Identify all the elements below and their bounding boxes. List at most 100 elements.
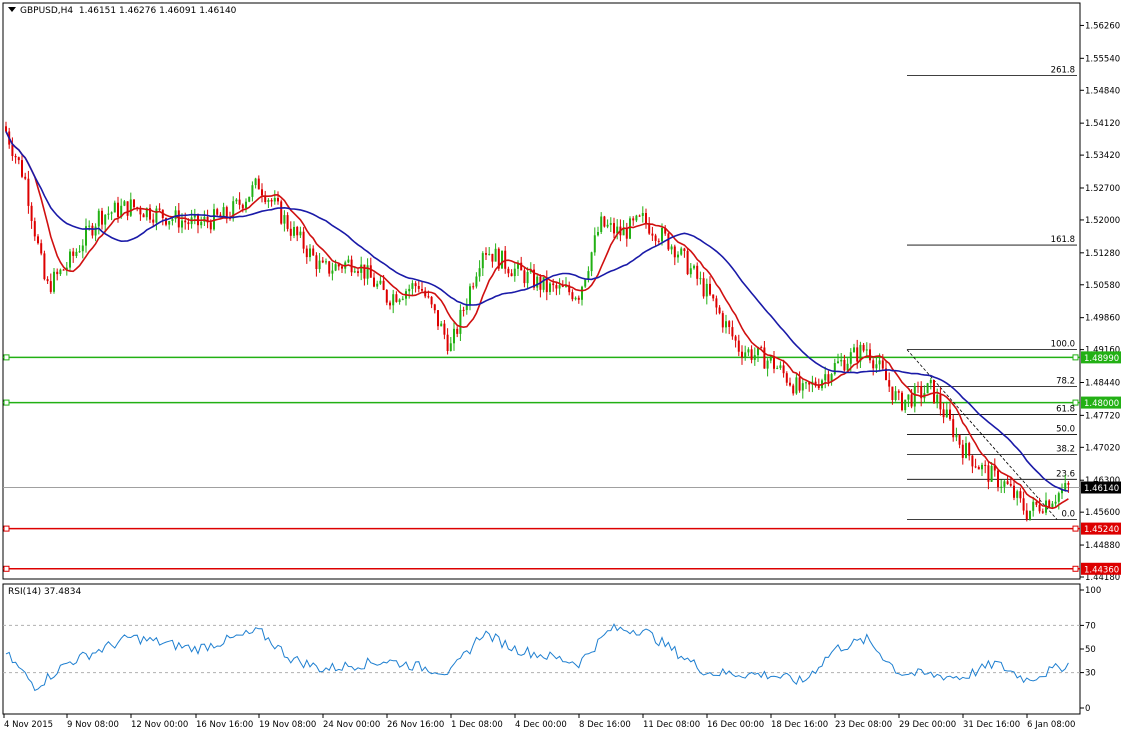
candle-body (869, 349, 871, 361)
candle-body (920, 386, 923, 399)
level-handle[interactable] (3, 399, 10, 406)
candle-body (389, 302, 391, 306)
candle-body (1035, 501, 1038, 505)
time-tick-label: 11 Dec 08:00 (643, 720, 700, 730)
candle-body (478, 268, 481, 277)
candle-body (459, 309, 462, 334)
candle-body (641, 213, 644, 216)
level-handle[interactable] (3, 525, 10, 532)
candle-body (421, 289, 423, 291)
time-tick-label: 12 Nov 00:00 (131, 720, 188, 730)
candle-body (523, 270, 526, 284)
candle-body (219, 214, 222, 217)
candle-body (69, 251, 71, 268)
candle-body (206, 216, 209, 223)
candle-body (846, 363, 849, 371)
chart-header[interactable]: GBPUSD,H4 1.46151 1.46276 1.46091 1.4614… (8, 6, 236, 16)
price-tag (1081, 562, 1121, 575)
candle-body (958, 435, 961, 445)
candle-body (1013, 485, 1015, 498)
candle-body (872, 360, 875, 369)
price-tick-label: 1.56260 (1085, 21, 1120, 31)
rsi-series-line (5, 623, 1069, 692)
candle-body (1003, 481, 1006, 487)
candle-body (110, 212, 113, 214)
candle-body (699, 278, 702, 280)
price-tag (1081, 481, 1121, 494)
candle-body (689, 268, 692, 275)
time-tick-label: 31 Dec 16:00 (963, 720, 1020, 730)
candle-body (321, 260, 324, 263)
candle-body (744, 352, 747, 358)
rsi-panel-frame (2, 583, 1081, 715)
candle-body (1019, 491, 1022, 499)
fib-trendline[interactable] (906, 349, 1058, 520)
candle-body (27, 178, 30, 206)
candle-body (725, 321, 727, 328)
candle-body (193, 214, 196, 218)
fib-level-label: 261.8 (1051, 66, 1075, 76)
candle-body (433, 304, 436, 311)
candle-body (737, 340, 740, 352)
high-value: 1.46276 (119, 6, 157, 16)
candle-body (769, 356, 772, 361)
candle-body (945, 409, 948, 418)
candle-body (411, 283, 414, 289)
price-tick-label: 1.49160 (1085, 346, 1120, 356)
candle-body (645, 213, 647, 224)
candle-body (174, 210, 177, 220)
candle-body (469, 286, 471, 305)
candle-body (625, 228, 628, 239)
candle-body (686, 251, 689, 275)
level-handle[interactable] (3, 354, 10, 361)
fib-level-label: 161.8 (1051, 235, 1075, 245)
candle-body (101, 210, 103, 225)
dropdown-triangle-icon[interactable] (8, 7, 16, 12)
level-handle[interactable] (1072, 399, 1079, 406)
candle-body (325, 261, 327, 263)
candle-body (536, 276, 539, 288)
candle-body (334, 264, 337, 271)
candle-body (849, 352, 852, 364)
price-tag (1081, 522, 1121, 535)
candle-body (613, 223, 615, 234)
fib-level-label: 61.8 (1056, 404, 1075, 414)
candle-body (833, 363, 836, 375)
candle-body (232, 201, 235, 219)
candle-body (369, 265, 372, 278)
candle-body (264, 195, 267, 202)
candle-body (577, 297, 580, 300)
candle-body (715, 298, 718, 308)
candle-body (766, 360, 769, 369)
candle-body (353, 271, 356, 273)
candle-body (987, 465, 990, 482)
candle-body (443, 323, 446, 335)
candle-body (373, 277, 375, 287)
candle-body (494, 248, 497, 262)
level-handle[interactable] (1072, 525, 1079, 532)
candle-body (859, 344, 862, 362)
candle-body (817, 385, 820, 389)
candle-body (670, 246, 673, 250)
candle-body (248, 196, 251, 202)
candle-body (917, 386, 919, 387)
level-handle[interactable] (1072, 565, 1079, 572)
candle-body (533, 269, 535, 288)
level-handle[interactable] (1072, 354, 1079, 361)
candle-body (62, 269, 65, 271)
moving-averages (5, 131, 1069, 510)
candle-body (993, 465, 996, 471)
candle-body (654, 235, 657, 241)
candle-body (721, 313, 724, 328)
candle-body (158, 208, 161, 210)
candle-body (1051, 503, 1054, 508)
candle-body (875, 364, 878, 369)
candle-body (990, 465, 993, 482)
candle-body (104, 214, 107, 225)
candle-body (40, 243, 43, 254)
fib-level-label: 38.2 (1056, 445, 1075, 455)
price-axis: 1.56260 1.55540 1.54840 1.54120 1.53420 1.527… (1080, 21, 1120, 583)
candle-body (894, 391, 897, 400)
level-handle[interactable] (3, 565, 10, 572)
price-tag (1081, 351, 1121, 364)
